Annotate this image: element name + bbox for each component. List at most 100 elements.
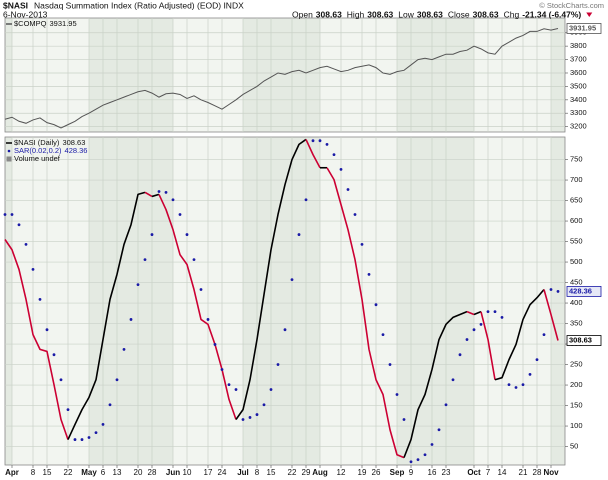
legend-value: 428.36 [65,146,88,155]
sar-dot [542,333,546,337]
sar-dot [465,338,469,341]
x-tick-label: 10 [183,468,192,477]
quote-value: 308.63 [367,9,393,19]
indicator-line [144,191,153,198]
panel-frame [4,17,566,133]
y-tick-label: 450 [570,278,583,287]
month-band [5,137,12,465]
sar-dot [535,358,539,362]
sar-dot [556,290,560,293]
month-band [89,137,173,465]
sar-dot [143,258,147,261]
x-tick-label: 14 [498,468,507,477]
sar-dot [31,268,35,271]
sar-dot [360,243,364,246]
y-tick-label: 50 [570,442,578,451]
sar-dot [192,258,196,261]
x-tick-label: 23 [442,468,451,477]
sar-dot [185,233,189,236]
sar-dot [430,443,434,446]
x-tick-label: 26 [372,468,381,477]
y-tick-label: 550 [570,237,583,246]
sar-dot [479,322,483,326]
sar-dot [87,436,91,439]
sar-dot [136,283,140,286]
quote-label: Close [448,9,470,19]
sar-dot [402,418,406,421]
y-tick-label: 150 [570,401,583,410]
sar-dot [451,378,455,382]
x-tick-label: 22 [64,468,73,477]
sar-dot [157,190,161,193]
x-tick-label: Nov [543,468,559,477]
x-tick-label: 8 [255,468,260,477]
month-band [5,18,12,132]
x-tick-label: 9 [409,468,414,477]
legend-note: Volume undef [14,154,61,163]
sar-dot [444,403,448,407]
sar-dot [318,139,322,143]
y-tick-label: 650 [570,196,583,205]
y-tick-label: 400 [570,298,583,307]
x-tick-label: 15 [43,468,52,477]
y-tick-label: 3600 [570,68,587,77]
y-tick-label: 700 [570,175,583,184]
sar-dot [507,383,511,387]
sar-dot [521,383,525,387]
sar-dot [241,418,245,421]
sar-dot [353,213,357,216]
month-band [243,18,320,132]
x-tick-label: 21 [519,468,528,477]
symbol: $NASI [3,0,28,10]
date: 6-Nov-2013 [3,9,48,19]
x-tick-label: 17 [204,468,213,477]
indicator-line [480,311,496,380]
indicator-line [326,167,405,459]
legend-value: 308.63 [62,138,85,147]
indicator-line [466,310,475,316]
sar-dot [276,363,280,366]
y-tick-label: 500 [570,257,583,266]
sar-dot [493,310,497,314]
y-tick-label: 3500 [570,81,587,90]
month-band [551,18,565,132]
down-arrow [586,12,593,17]
quote-value: -21.34 (-6.47%) [522,9,581,19]
last-value-label: 428.36 [569,286,592,295]
y-tick-label: 3700 [570,55,587,64]
quote-value: 308.63 [417,9,443,19]
y-tick-label: 100 [570,421,583,430]
last-value-box [566,23,602,34]
sar-dot [38,297,42,301]
indicator-line [543,289,559,341]
y-tick-label: 600 [570,216,583,225]
sar-dot [269,388,273,391]
legend-label: $COMPQ [14,19,47,28]
last-value-box [566,335,602,346]
sar-dot [206,318,210,321]
sar-dot [437,428,441,432]
x-tick-label: Apr [5,468,19,477]
quote-label: High [347,9,365,19]
sar-dot [220,368,224,371]
sar-dot [388,363,392,366]
last-value-label: 3931.95 [569,23,596,32]
sar-dot [472,328,476,332]
sar-dot [339,167,343,171]
sar-dot [423,453,427,457]
month-band [320,137,397,465]
month-band [12,18,89,132]
y-tick-label: 3800 [570,41,587,50]
sar-dot [255,413,259,416]
quote-label: Chg [504,9,520,19]
x-tick-label: Jul [237,468,249,477]
sar-dot [283,328,287,332]
x-tick-label: Jun [166,468,180,477]
legend-label: $NASI (Daily) [14,138,60,147]
x-tick-label: 13 [113,468,122,477]
sar-dot [122,347,126,351]
last-value-box [566,286,602,297]
y-tick-label: 3200 [570,122,587,131]
plot: 320033003400350036003700380039003931.95$… [3,18,602,477]
y-tick-label: 250 [570,360,583,369]
